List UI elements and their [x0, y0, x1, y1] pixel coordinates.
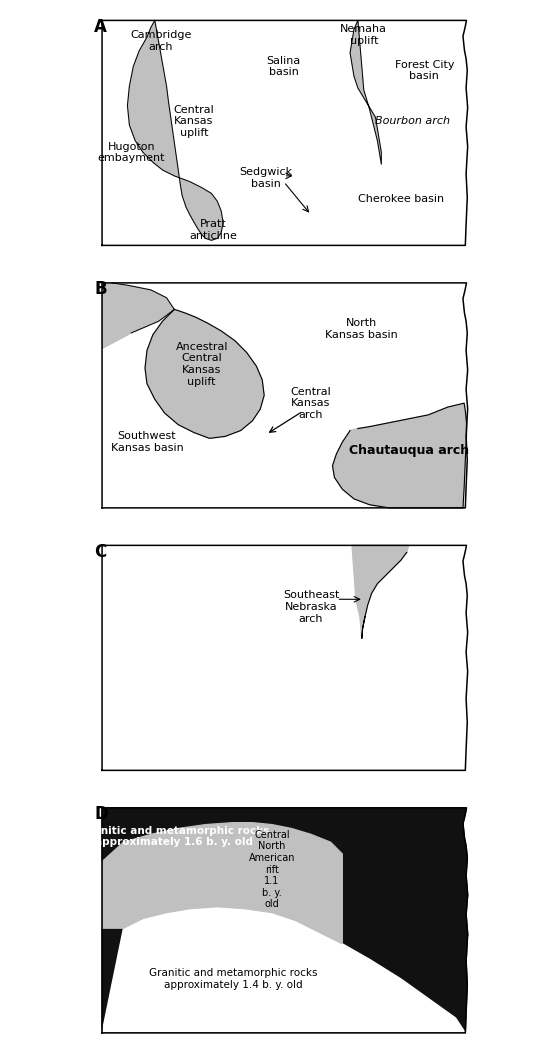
Text: Cherokee basin: Cherokee basin — [358, 194, 444, 204]
Polygon shape — [102, 283, 467, 508]
Text: Pratt
anticline: Pratt anticline — [189, 219, 237, 241]
Text: Chautauqua arch: Chautauqua arch — [349, 443, 469, 457]
Polygon shape — [102, 283, 174, 349]
Text: Ancestral
Central
Kansas
uplift: Ancestral Central Kansas uplift — [175, 342, 228, 387]
Text: Bourbon arch: Bourbon arch — [375, 116, 450, 126]
Polygon shape — [352, 545, 409, 638]
Text: Cambridge
arch: Cambridge arch — [130, 30, 191, 52]
Text: A: A — [94, 18, 107, 36]
Polygon shape — [350, 20, 381, 165]
Text: Salina
basin: Salina basin — [267, 56, 301, 78]
Text: Granitic and metamorphic rocks
approximately 1.4 b. y. old: Granitic and metamorphic rocks approxima… — [148, 968, 317, 989]
Polygon shape — [102, 20, 467, 245]
Text: Southwest
Kansas basin: Southwest Kansas basin — [111, 432, 183, 453]
Text: North
Kansas basin: North Kansas basin — [326, 319, 398, 340]
Text: Sedgwick
basin: Sedgwick basin — [240, 167, 293, 189]
Text: Nemaha
uplift: Nemaha uplift — [340, 24, 387, 46]
Text: Forest City
basin: Forest City basin — [394, 60, 454, 81]
Text: Southeast
Nebraska
arch: Southeast Nebraska arch — [283, 590, 339, 624]
Polygon shape — [128, 20, 223, 240]
Text: B: B — [94, 280, 107, 298]
Text: Central
Kansas
uplift: Central Kansas uplift — [173, 105, 214, 137]
Polygon shape — [102, 823, 342, 944]
Polygon shape — [102, 907, 465, 1033]
Text: C: C — [94, 543, 107, 561]
Polygon shape — [102, 545, 467, 770]
Polygon shape — [333, 403, 466, 508]
Text: Hugoton
embayment: Hugoton embayment — [97, 141, 165, 163]
Text: D: D — [94, 805, 108, 823]
Polygon shape — [102, 808, 467, 1033]
Polygon shape — [145, 309, 264, 438]
Text: Central
North
American
rift
1.1
b. y.
old: Central North American rift 1.1 b. y. ol… — [249, 830, 295, 910]
Text: Granitic and metamorphic rocks
approximately 1.6 b. y. old: Granitic and metamorphic rocks approxima… — [80, 826, 269, 847]
Text: Central
Kansas
arch: Central Kansas arch — [290, 387, 332, 420]
